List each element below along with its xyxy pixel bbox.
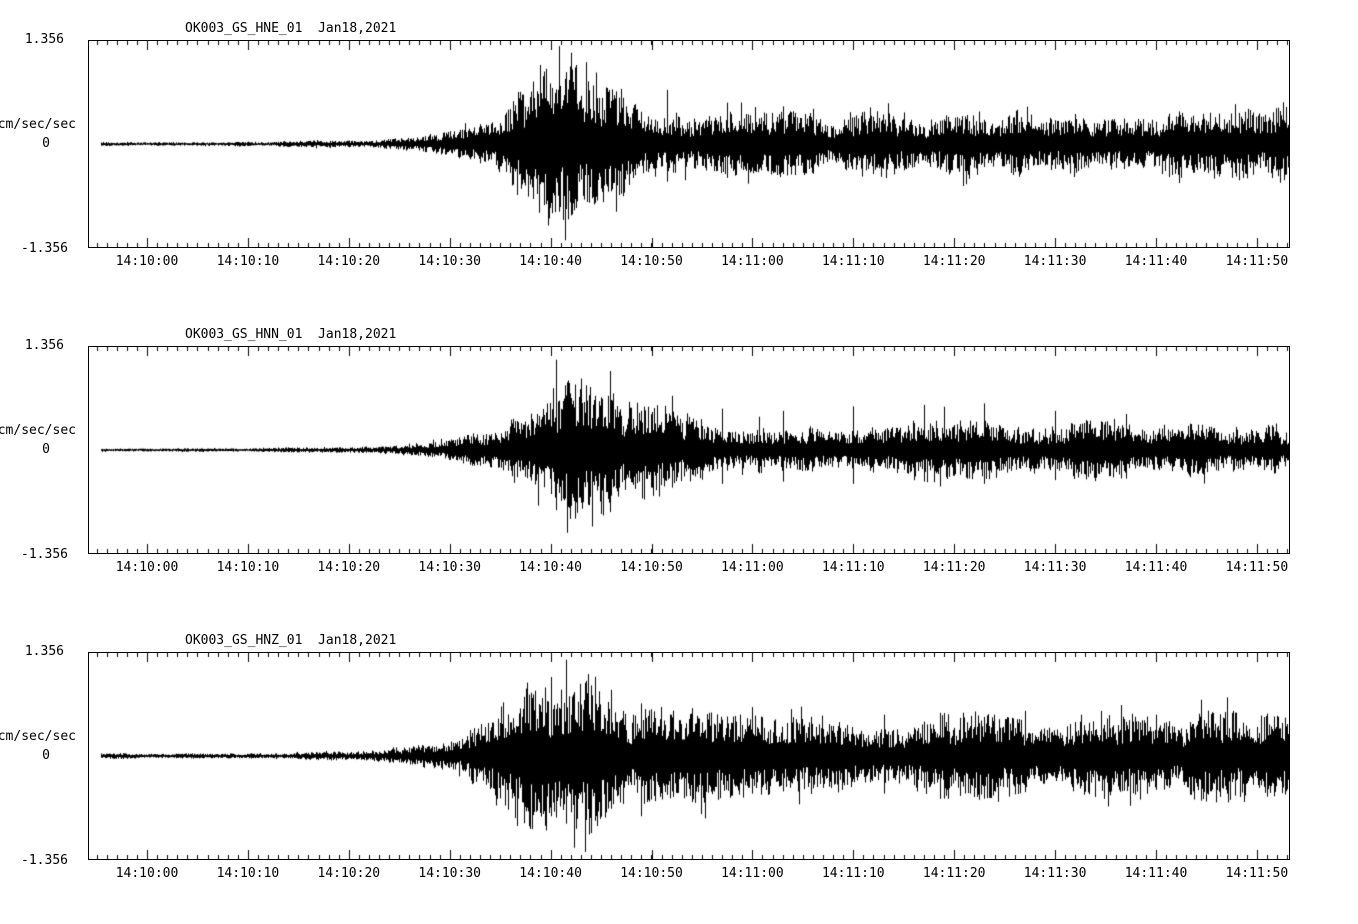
x-tick-label: 14:11:50 — [1225, 866, 1289, 881]
y-axis: 1.356 cm/sec/sec 0 -1.356 — [0, 644, 88, 868]
x-axis-labels: 14:10:00 14:10:10 14:10:20 14:10:30 14:10:40… — [88, 248, 1290, 274]
x-tick-label: 14:11:50 — [1225, 560, 1289, 575]
x-tick-label: 14:10:30 — [418, 866, 481, 881]
waveform-trace-hne — [89, 41, 1289, 247]
x-tick-label: 14:11:10 — [821, 254, 885, 269]
x-tick-label: 14:10:50 — [620, 254, 683, 269]
plot-title: OK003_GS_HNZ_01 Jan18,2021 — [185, 633, 397, 648]
x-tick-label: 14:10:10 — [216, 560, 280, 575]
panel-title-row: OK003_GS_HNE_01 Jan18,2021 — [0, 10, 1358, 40]
plot-row: 1.356 cm/sec/sec 0 -1.356 — [0, 32, 1358, 256]
x-tick-label: 14:11:40 — [1124, 866, 1188, 881]
y-axis-unit-label: cm/sec/sec — [0, 423, 76, 438]
y-axis-unit-label: cm/sec/sec — [0, 117, 76, 132]
x-tick-label: 14:10:30 — [418, 254, 481, 269]
waveform-trace-hnn — [89, 347, 1289, 553]
x-tick-label: 14:11:00 — [721, 866, 784, 881]
x-tick-label: 14:11:00 — [721, 254, 784, 269]
x-tick-label: 14:10:20 — [317, 254, 381, 269]
panel-title-row: OK003_GS_HNN_01 Jan18,2021 — [0, 316, 1358, 346]
x-tick-label: 14:10:10 — [216, 254, 280, 269]
plot-title: OK003_GS_HNN_01 Jan18,2021 — [185, 327, 397, 342]
x-tick-label: 14:10:50 — [620, 560, 683, 575]
x-tick-label: 14:10:10 — [216, 866, 280, 881]
seismogram-panel-hne: OK003_GS_HNE_01 Jan18,2021 1.356 cm/sec/… — [0, 10, 1358, 274]
y-zero-label: 0 — [42, 442, 50, 457]
x-tick-label: 14:11:10 — [821, 560, 885, 575]
x-tick-label: 14:11:30 — [1023, 254, 1087, 269]
y-zero-label: 0 — [42, 136, 50, 151]
x-tick-label: 14:11:20 — [922, 254, 986, 269]
y-min-label: -1.356 — [21, 547, 68, 562]
y-max-label: 1.356 — [24, 338, 64, 353]
y-axis: 1.356 cm/sec/sec 0 -1.356 — [0, 338, 88, 562]
plot-area — [88, 652, 1290, 860]
plot-area — [88, 40, 1290, 248]
x-tick-label: 14:11:00 — [721, 560, 784, 575]
y-min-label: -1.356 — [21, 853, 68, 868]
x-tick-label: 14:10:40 — [519, 866, 582, 881]
plot-row: 1.356 cm/sec/sec 0 -1.356 — [0, 338, 1358, 562]
y-zero-label: 0 — [42, 748, 50, 763]
x-tick-label: 14:10:00 — [115, 866, 179, 881]
x-tick-label: 14:10:20 — [317, 866, 381, 881]
plot-title: OK003_GS_HNE_01 Jan18,2021 — [185, 21, 397, 36]
seismogram-page: OK003_GS_HNE_01 Jan18,2021 1.356 cm/sec/… — [0, 10, 1358, 886]
x-tick-label: 14:11:30 — [1023, 866, 1087, 881]
seismogram-panel-hnz: OK003_GS_HNZ_01 Jan18,2021 1.356 cm/sec/… — [0, 622, 1358, 886]
x-tick-label: 14:11:10 — [821, 866, 885, 881]
plot-area — [88, 346, 1290, 554]
y-axis-unit-label: cm/sec/sec — [0, 729, 76, 744]
x-tick-label: 14:11:30 — [1023, 560, 1087, 575]
x-tick-label: 14:10:50 — [620, 866, 683, 881]
y-max-label: 1.356 — [24, 644, 64, 659]
x-tick-label: 14:11:40 — [1124, 560, 1188, 575]
x-tick-label: 14:11:20 — [922, 866, 986, 881]
plot-row: 1.356 cm/sec/sec 0 -1.356 — [0, 644, 1358, 868]
y-axis: 1.356 cm/sec/sec 0 -1.356 — [0, 32, 88, 256]
x-tick-label: 14:10:40 — [519, 560, 582, 575]
x-axis-labels: 14:10:00 14:10:10 14:10:20 14:10:30 14:10:40… — [88, 554, 1290, 580]
x-tick-label: 14:10:00 — [115, 560, 179, 575]
x-tick-label: 14:10:20 — [317, 560, 381, 575]
x-tick-label: 14:11:40 — [1124, 254, 1188, 269]
waveform-trace-hnz — [89, 653, 1289, 859]
x-axis-labels: 14:10:00 14:10:10 14:10:20 14:10:30 14:10:40… — [88, 860, 1290, 886]
x-tick-label: 14:10:30 — [418, 560, 481, 575]
y-min-label: -1.356 — [21, 241, 68, 256]
seismogram-panel-hnn: OK003_GS_HNN_01 Jan18,2021 1.356 cm/sec/… — [0, 316, 1358, 580]
x-tick-label: 14:11:20 — [922, 560, 986, 575]
x-tick-label: 14:11:50 — [1225, 254, 1289, 269]
x-tick-label: 14:10:00 — [115, 254, 179, 269]
x-tick-label: 14:10:40 — [519, 254, 582, 269]
panel-title-row: OK003_GS_HNZ_01 Jan18,2021 — [0, 622, 1358, 652]
y-max-label: 1.356 — [24, 32, 64, 47]
